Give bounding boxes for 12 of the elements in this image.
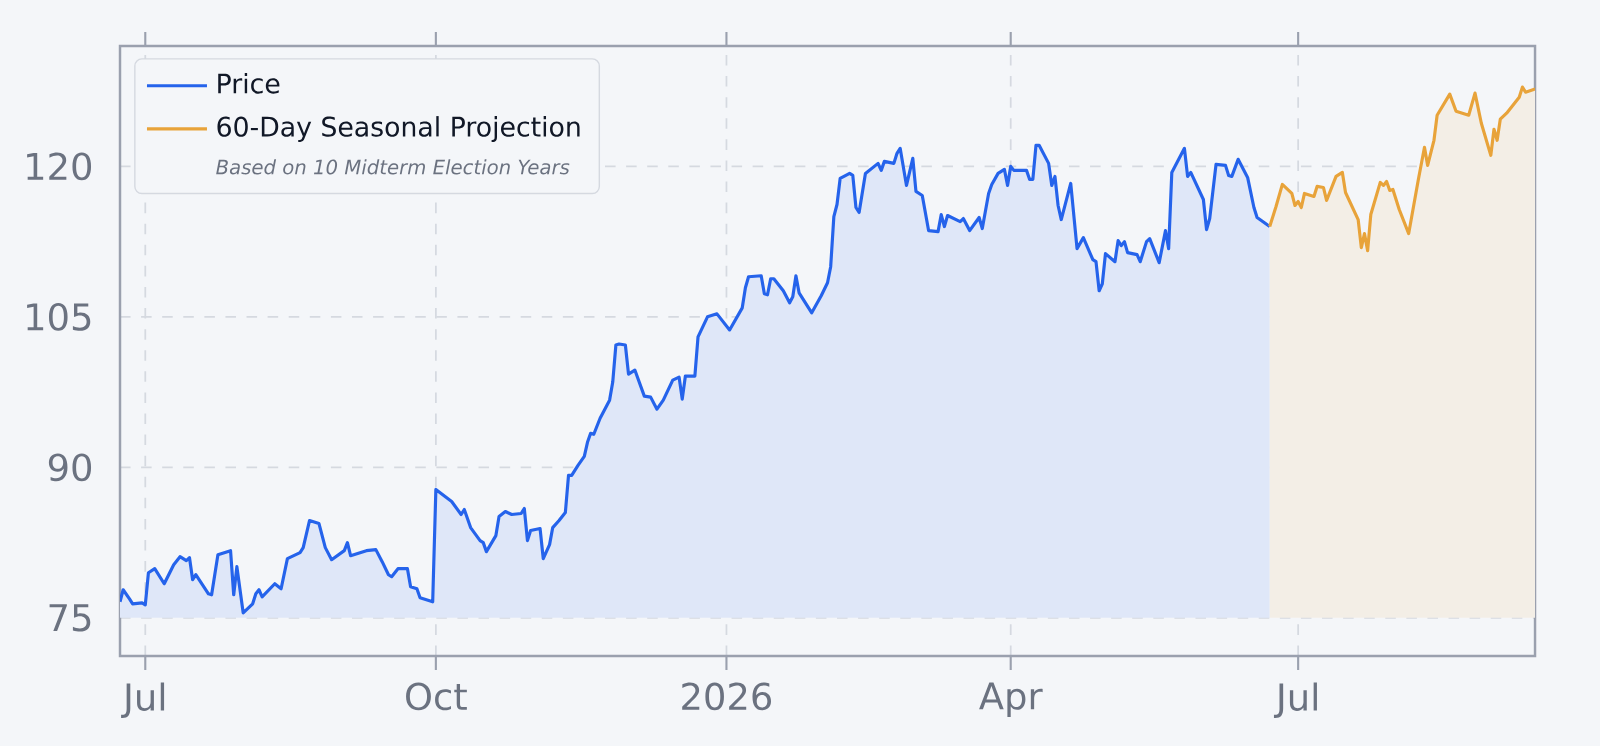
y-tick-label: 120 (27, 152, 92, 181)
x-tick-label: 2026 (682, 682, 772, 711)
legend-label: Price (218, 72, 280, 94)
legend-label: 60-Day Seasonal Projection (217, 116, 580, 142)
x-tick-label: Apr (979, 682, 1043, 718)
annotation: Based on 10 Midterm Election Years (216, 159, 570, 175)
y-tick-label: 90 (48, 453, 92, 482)
x-tick-label: Jul (1273, 682, 1317, 718)
x-tick-label: Oct (406, 682, 467, 711)
y-tick-label: 105 (27, 302, 91, 331)
x-tick-label: Jul (121, 682, 165, 718)
y-tick-label: 75 (49, 604, 91, 632)
